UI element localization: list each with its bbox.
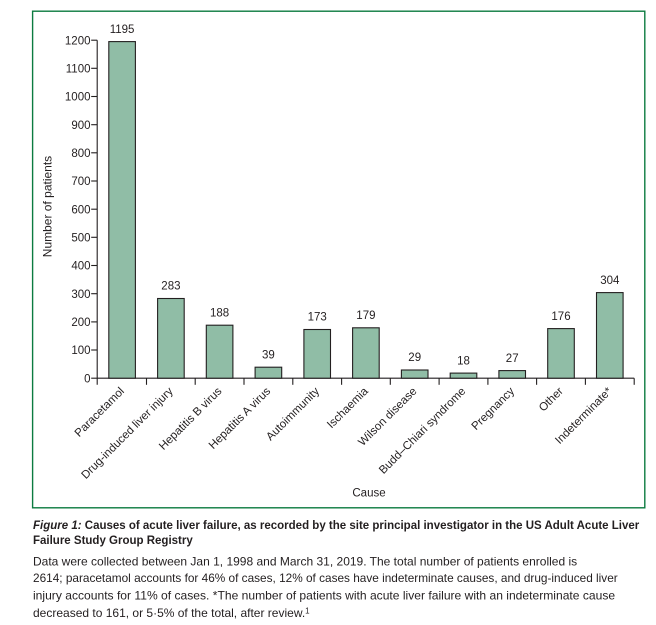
svg-text:0: 0: [84, 373, 90, 385]
svg-text:100: 100: [71, 345, 90, 357]
svg-text:29: 29: [408, 352, 421, 364]
svg-text:300: 300: [71, 289, 90, 301]
svg-text:176: 176: [551, 311, 570, 323]
svg-text:injury accounts for 11% of cas: injury accounts for 11% of cases. *The n…: [33, 588, 615, 602]
svg-text:1200: 1200: [65, 35, 91, 47]
svg-text:Ischaemia: Ischaemia: [325, 385, 371, 431]
svg-text:283: 283: [161, 281, 180, 293]
svg-text:1100: 1100: [66, 63, 91, 75]
svg-text:Data were collected between Ja: Data were collected between Jan 1, 1998 …: [33, 555, 577, 569]
svg-text:700: 700: [71, 176, 90, 188]
svg-text:decreased to 161, or 5·5% of t: decreased to 161, or 5·5% of the total, …: [33, 606, 310, 620]
svg-text:1000: 1000: [65, 92, 91, 104]
svg-text:188: 188: [210, 307, 229, 319]
svg-text:Drug-induced liver injury: Drug-induced liver injury: [80, 385, 176, 481]
svg-text:900: 900: [71, 120, 90, 132]
svg-text:Paracetamol: Paracetamol: [73, 385, 127, 439]
svg-text:Number of patients: Number of patients: [41, 156, 55, 257]
svg-text:Cause: Cause: [352, 488, 385, 500]
svg-text:800: 800: [71, 148, 90, 160]
svg-text:179: 179: [356, 310, 375, 322]
svg-text:400: 400: [71, 261, 90, 273]
svg-text:173: 173: [308, 312, 327, 324]
svg-text:304: 304: [600, 275, 620, 287]
svg-text:Budd–Chiari syndrome: Budd–Chiari syndrome: [377, 385, 468, 476]
svg-text:500: 500: [71, 232, 90, 244]
svg-text:600: 600: [71, 204, 90, 216]
svg-text:39: 39: [262, 349, 275, 361]
svg-text:Failure Study Group Registry: Failure Study Group Registry: [33, 535, 193, 547]
svg-text:Pregnancy: Pregnancy: [470, 385, 518, 433]
svg-text:1195: 1195: [110, 24, 135, 36]
svg-text:Other: Other: [537, 385, 566, 414]
svg-text:Figure 1: Causes of acute live: Figure 1: Causes of acute liver failure,…: [33, 520, 640, 532]
svg-text:18: 18: [457, 355, 470, 367]
svg-text:2614; paracetamol accounts for: 2614; paracetamol accounts for 46% of ca…: [33, 571, 618, 585]
svg-text:200: 200: [71, 317, 90, 329]
svg-text:27: 27: [506, 353, 519, 365]
